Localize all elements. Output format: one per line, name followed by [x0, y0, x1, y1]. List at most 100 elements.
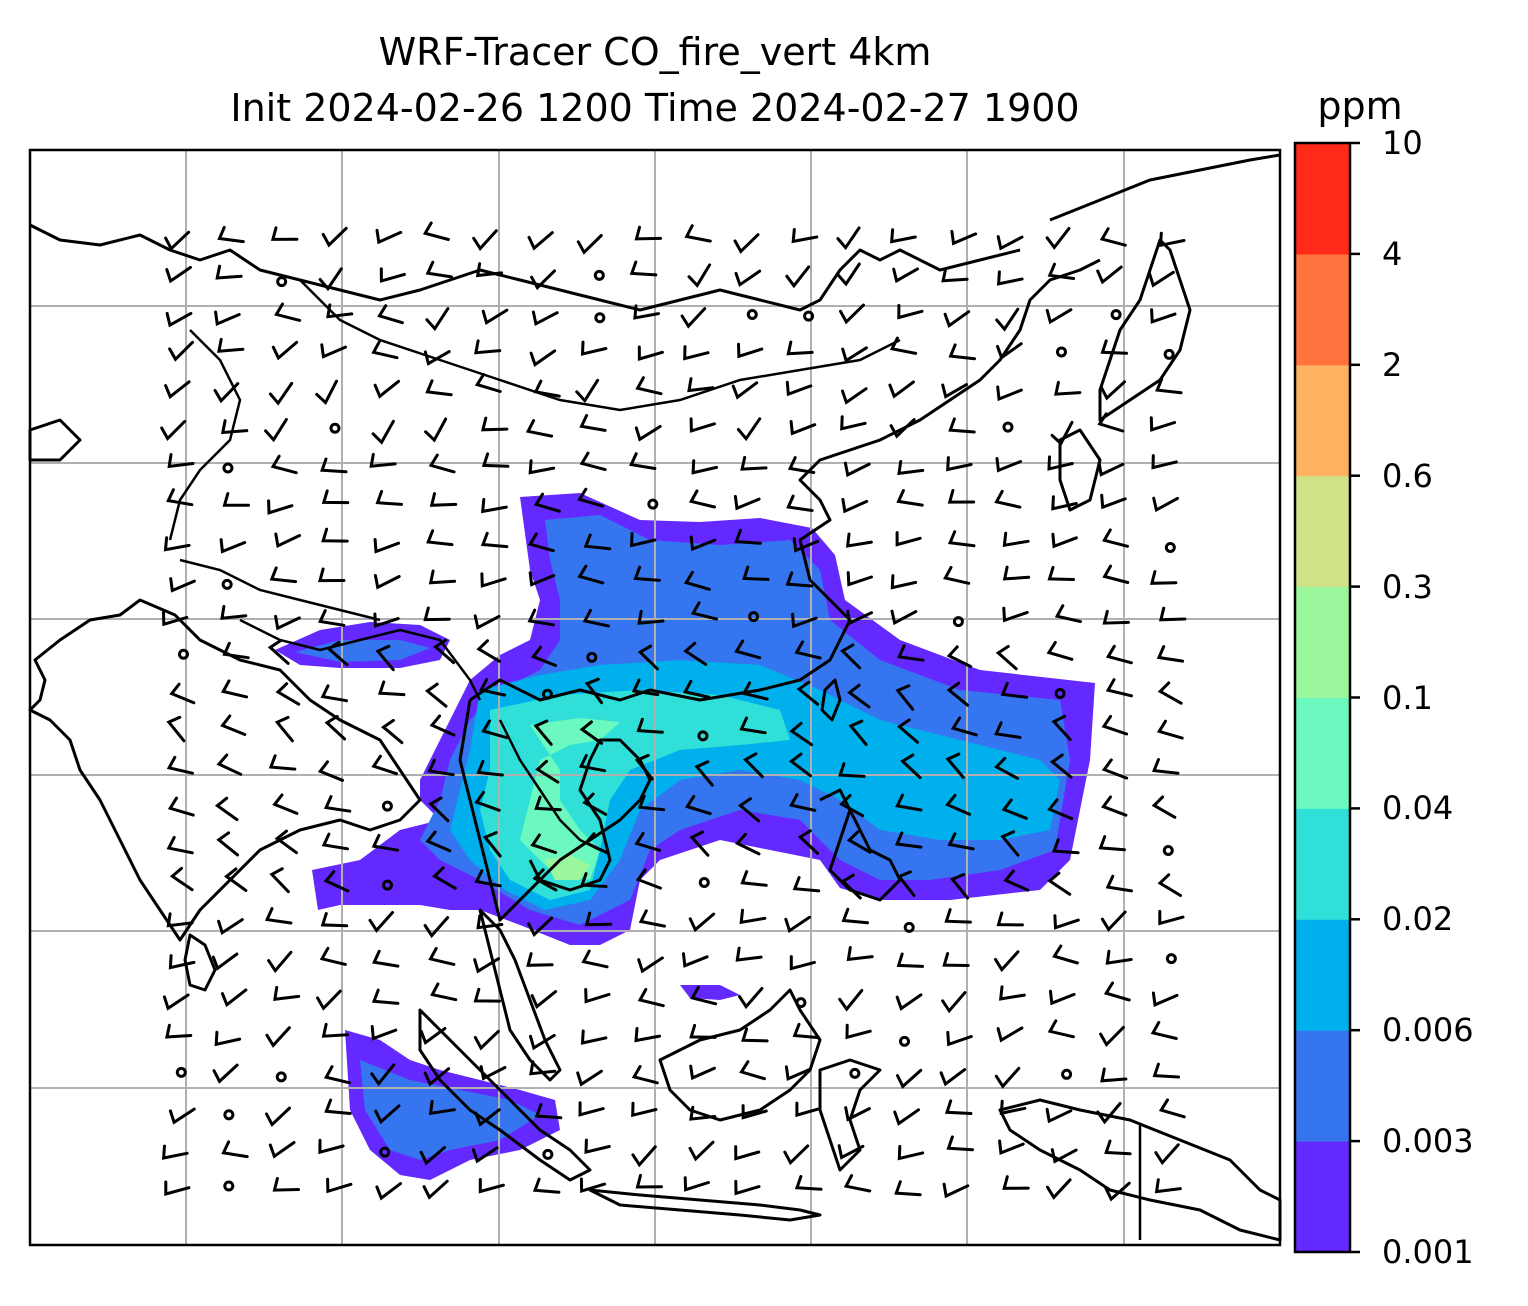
- wind-barb: [739, 1060, 766, 1081]
- wind-barb: [680, 307, 707, 329]
- wind-barb: [896, 870, 916, 897]
- wind-barb: [683, 1176, 710, 1192]
- wind-barb: [895, 684, 915, 711]
- wind-barb: [1149, 416, 1177, 432]
- wind-barb: [894, 831, 923, 849]
- wind-barb: [900, 753, 922, 780]
- wind-barb: [996, 1026, 1024, 1043]
- wind-barb: [683, 345, 710, 361]
- wind-barb: [169, 577, 196, 593]
- calm-wind-circle: [795, 997, 807, 1009]
- wind-barb: [890, 574, 918, 590]
- wind-barb: [996, 385, 1023, 402]
- calm-wind-circle: [849, 1067, 861, 1079]
- wind-barb: [1000, 681, 1029, 699]
- wind-barb: [941, 991, 967, 1014]
- wind-barb: [528, 459, 556, 475]
- wind-barb: [896, 1068, 923, 1089]
- wind-barb: [633, 304, 660, 320]
- wind-barb: [839, 794, 865, 818]
- wind-barb: [1051, 714, 1072, 741]
- wind-barb: [473, 987, 501, 1003]
- calm-wind-circle: [1002, 421, 1014, 433]
- wind-barb: [1101, 758, 1129, 780]
- wind-barb: [792, 1022, 821, 1040]
- wind-barb: [321, 226, 348, 248]
- wind-barb: [684, 795, 712, 816]
- calm-wind-circle: [1110, 309, 1122, 321]
- wind-barb: [1156, 719, 1184, 740]
- wind-barb: [741, 681, 769, 701]
- wind-barb: [635, 868, 662, 890]
- wind-barb: [419, 1146, 446, 1166]
- wind-barb: [1105, 644, 1133, 665]
- wind-barb: [743, 752, 764, 779]
- wind-barb: [943, 310, 971, 328]
- calm-wind-circle: [1055, 346, 1067, 358]
- wind-barb: [529, 1033, 556, 1051]
- colorbar-tick-label: 0.3: [1382, 567, 1433, 606]
- wind-barb: [533, 492, 561, 513]
- wind-barb: [945, 793, 971, 816]
- calm-wind-circle: [381, 800, 393, 812]
- wind-barb: [1051, 495, 1078, 511]
- wind-barb: [1152, 496, 1179, 513]
- wind-barb: [631, 1101, 658, 1118]
- wind-barb: [629, 452, 657, 470]
- wind-barb: [211, 952, 239, 971]
- wind-barb: [423, 606, 451, 622]
- wind-barb: [840, 643, 862, 670]
- wind-barb: [995, 644, 1018, 671]
- wind-barb: [689, 417, 716, 433]
- wind-barb: [690, 986, 718, 1006]
- wind-barb: [1002, 565, 1031, 581]
- wind-barb: [1150, 1020, 1178, 1040]
- wind-barb: [688, 1140, 715, 1162]
- border-mongolia: [299, 279, 901, 412]
- wind-barb: [428, 796, 450, 823]
- wind-barb: [841, 497, 869, 514]
- wind-barb: [950, 873, 970, 900]
- wind-barb: [1104, 1181, 1131, 1202]
- wind-barb: [428, 946, 456, 966]
- wind-barb: [476, 759, 504, 777]
- wind-barb: [579, 720, 604, 745]
- wind-barb: [481, 498, 508, 514]
- wind-barb: [220, 604, 248, 620]
- wind-barb: [1099, 1025, 1125, 1047]
- wind-barb: [424, 417, 448, 443]
- wind-barb: [373, 379, 401, 399]
- wind-barb: [890, 609, 918, 626]
- wind-barb: [843, 1174, 872, 1193]
- wind-barb: [370, 1063, 396, 1087]
- wind-barb: [480, 416, 509, 432]
- wind-barb: [1100, 910, 1127, 932]
- wind-barb: [740, 870, 768, 887]
- wind-barb: [323, 795, 352, 813]
- wind-barb: [689, 1064, 716, 1081]
- wind-barb: [323, 1065, 351, 1085]
- wind-barb: [220, 714, 247, 736]
- calm-wind-circle: [329, 422, 341, 434]
- wind-barb: [1101, 714, 1129, 736]
- wind-barb: [734, 528, 762, 545]
- wind-barb: [941, 383, 968, 399]
- wind-barb: [1049, 753, 1073, 779]
- wind-barb: [737, 797, 761, 823]
- wind-barb: [942, 952, 970, 967]
- wind-barb: [1156, 645, 1185, 663]
- wind-barb: [889, 418, 916, 439]
- wind-barb: [785, 571, 814, 588]
- calm-wind-circle: [175, 1066, 187, 1078]
- wind-barb: [371, 754, 398, 776]
- wind-barb: [576, 234, 603, 255]
- wind-barb: [1105, 678, 1133, 698]
- wind-barb: [1151, 758, 1180, 775]
- wind-barb: [428, 453, 456, 474]
- wind-barb: [894, 1180, 922, 1197]
- wind-barb: [265, 1106, 291, 1128]
- wind-barb: [1002, 1175, 1030, 1190]
- wind-barb: [1047, 798, 1074, 821]
- wind-barb: [318, 1138, 345, 1155]
- wind-barb: [683, 641, 708, 666]
